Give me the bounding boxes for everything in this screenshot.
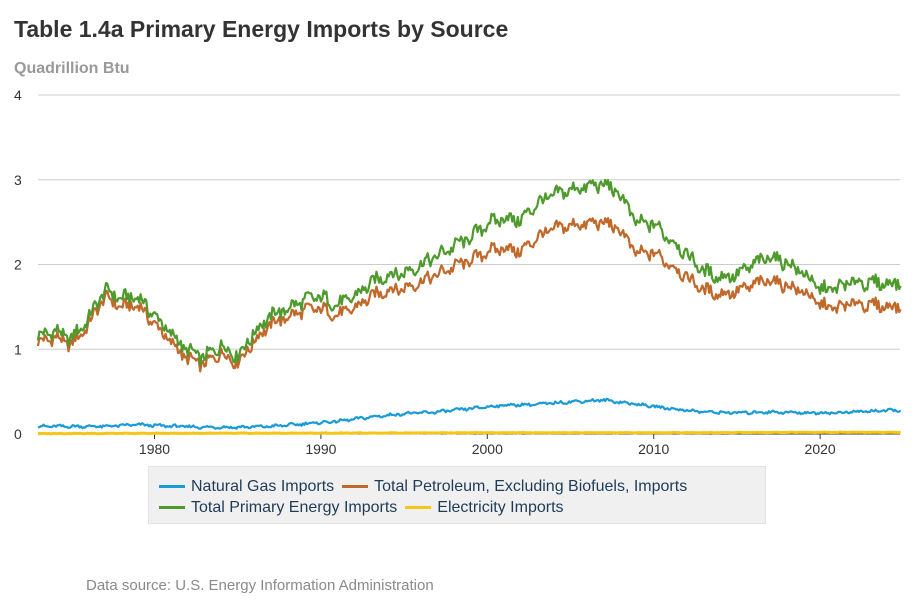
legend-item-petroleum[interactable]: Total Petroleum, Excluding Biofuels, Imp…: [342, 478, 687, 496]
legend-label-natural-gas: Natural Gas Imports: [191, 477, 335, 495]
chart-title: Table 1.4a Primary Energy Imports by Sou…: [14, 16, 509, 42]
y-axis-ticks: 0 1 2 3 4: [14, 87, 22, 442]
series-line-natural-gas-imports[interactable]: [37, 397, 902, 430]
legend-item-total[interactable]: Total Primary Energy Imports: [159, 499, 397, 517]
legend-item-natural-gas[interactable]: Natural Gas Imports: [159, 478, 334, 496]
units-label: Quadrillion Btu: [14, 60, 130, 77]
x-axis-ticks: 1980 1990 2000 2010 2020: [139, 434, 836, 457]
x-tick-label-2020: 2020: [805, 441, 836, 457]
chart-area: 0 1 2 3 4 1980 1990 2000 2010 2020: [14, 87, 902, 457]
y-tick-label-1: 1: [14, 341, 22, 357]
series-line-total-primary-energy-imports[interactable]: [36, 178, 902, 367]
legend-label-electricity: Electricity Imports: [437, 498, 564, 516]
y-tick-label-4: 4: [14, 87, 22, 103]
legend: Natural Gas Imports Total Petroleum, Exc…: [148, 466, 766, 524]
x-tick-label-1990: 1990: [305, 441, 336, 457]
legend-swatch-electricity: [405, 506, 432, 509]
legend-row-1: Natural Gas Imports Total Petroleum, Exc…: [159, 476, 765, 497]
x-tick-label-2000: 2000: [472, 441, 503, 457]
legend-row-2: Total Primary Energy Imports Electricity…: [159, 497, 765, 518]
series-line-electricity-imports[interactable]: [37, 430, 901, 436]
legend-label-total: Total Primary Energy Imports: [191, 498, 398, 516]
x-tick-label-2010: 2010: [638, 441, 669, 457]
x-tick-label-1980: 1980: [139, 441, 170, 457]
legend-swatch-natural-gas: [159, 485, 185, 488]
y-tick-label-3: 3: [14, 172, 22, 188]
legend-item-electricity[interactable]: Electricity Imports: [405, 498, 564, 517]
series-lines: [36, 178, 902, 436]
legend-swatch-petroleum: [342, 485, 369, 488]
y-tick-label-0: 0: [14, 426, 22, 442]
series-line-total-petroleum-excluding-biofuels-imports[interactable]: [36, 217, 902, 373]
data-source-note: Data source: U.S. Energy Information Adm…: [86, 577, 434, 594]
legend-swatch-total: [159, 506, 185, 509]
legend-label-petroleum: Total Petroleum, Excluding Biofuels, Imp…: [374, 477, 688, 495]
y-tick-label-2: 2: [14, 257, 22, 273]
